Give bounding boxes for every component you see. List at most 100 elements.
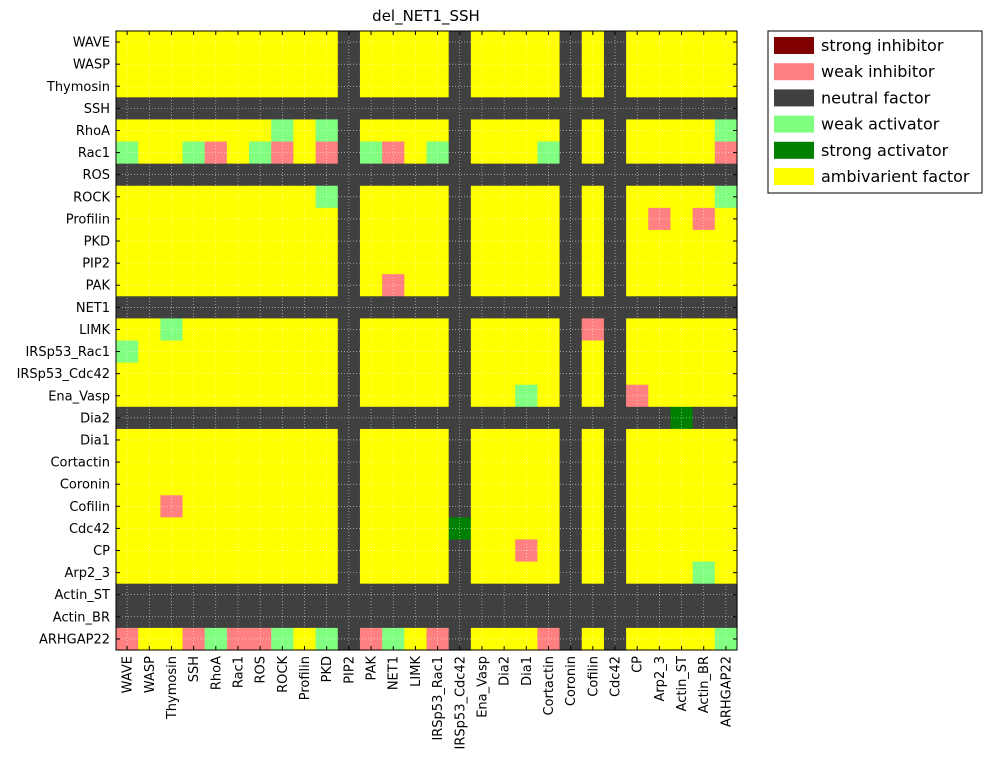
heatmap-cell [293,384,317,408]
heatmap-cell [493,384,516,408]
heatmap-cell [116,428,139,452]
heatmap-cell [138,207,161,231]
heatmap-cell [648,31,672,54]
x-tick-label: RhoA [209,656,224,690]
heatmap-cell [714,583,738,607]
heatmap-cell [404,97,428,121]
heatmap-cell [116,539,139,563]
heatmap-cell [714,406,738,430]
heatmap-cell [382,318,405,342]
heatmap-cell [493,495,516,518]
heatmap-cell [714,296,738,319]
heatmap-cell [382,406,405,430]
heatmap-cell [714,627,738,651]
heatmap-cell [426,274,450,297]
heatmap-cell [138,141,161,165]
heatmap-cell [537,53,561,76]
heatmap-cell [359,340,383,364]
heatmap-cell [226,318,250,342]
heatmap-cell [271,252,295,275]
heatmap-cell [470,185,494,209]
heatmap-cell [116,185,139,209]
heatmap-cell [626,31,649,54]
heatmap-cell [670,141,694,165]
heatmap-cell [537,274,561,297]
heatmap-cell [182,318,206,342]
heatmap-cell [116,451,139,474]
heatmap-cell [293,406,317,430]
heatmap-cell [426,340,450,364]
heatmap-cell [559,296,583,319]
y-tick-label: ROS [82,168,110,183]
heatmap-cell [470,31,494,54]
heatmap-cell [537,517,561,541]
x-tick-label: WASP [143,656,158,693]
heatmap-cell [204,207,228,231]
heatmap-cell [426,428,450,452]
heatmap-cell [382,605,405,629]
heatmap-cell [116,473,139,496]
heatmap-cell [249,119,272,143]
heatmap-cell [116,605,139,629]
heatmap-cell [359,451,383,474]
heatmap-cell [404,340,428,364]
heatmap-cell [448,53,472,76]
heatmap-cell [382,362,405,386]
heatmap-cell [249,340,272,364]
heatmap-cell [493,428,516,452]
heatmap-cell [448,627,472,651]
axis-ticks [116,31,737,650]
heatmap-cell [603,75,627,98]
heatmap-cell [116,583,139,607]
heatmap-cell [670,185,694,209]
heatmap-cell [493,605,516,629]
heatmap-cell [160,561,184,585]
heatmap-cell [116,362,139,386]
x-tick-label: WAVE [121,656,136,693]
y-tick-label: Ena_Vasp [48,389,110,404]
heatmap-cell [603,31,627,54]
x-tick-label: Arp2_3 [653,656,668,702]
heatmap-cell [692,362,716,386]
heatmap-cell [603,517,627,541]
y-tick-label: Profilin [66,212,110,227]
heatmap-cell [182,495,206,518]
heatmap-cell [692,340,716,364]
heatmap-cell [426,119,450,143]
heatmap-cell [226,384,250,408]
heatmap-cell [359,31,383,54]
heatmap-cell [382,207,405,231]
heatmap-cell [249,141,272,165]
heatmap-cell [670,406,694,430]
heatmap-cell [182,75,206,98]
heatmap-cell [448,539,472,563]
heatmap-cell [515,627,538,651]
heatmap-cell [404,517,428,541]
heatmap-cell [692,296,716,319]
heatmap-cell [249,185,272,209]
heatmap-cell [382,119,405,143]
x-tick-label: Dia2 [498,656,513,686]
heatmap-cell [226,340,250,364]
heatmap-cell [515,495,538,518]
heatmap-cell [714,274,738,297]
heatmap-cell [714,75,738,98]
heatmap-cell [670,517,694,541]
heatmap-cell [626,517,649,541]
heatmap-cell [448,75,472,98]
heatmap-cell [448,473,472,496]
heatmap-cell [204,340,228,364]
heatmap-cell [293,97,317,121]
heatmap-cell [182,185,206,209]
heatmap-cell [714,517,738,541]
heatmap-cell [138,451,161,474]
heatmap-cell [448,340,472,364]
heatmap-cell [714,119,738,143]
heatmap-cell [470,141,494,165]
heatmap-cell [559,384,583,408]
grid-lines [116,31,737,650]
x-tick-label: CP [631,656,646,673]
heatmap-cell [448,517,472,541]
heatmap-cell [160,495,184,518]
heatmap-cell [626,97,649,121]
